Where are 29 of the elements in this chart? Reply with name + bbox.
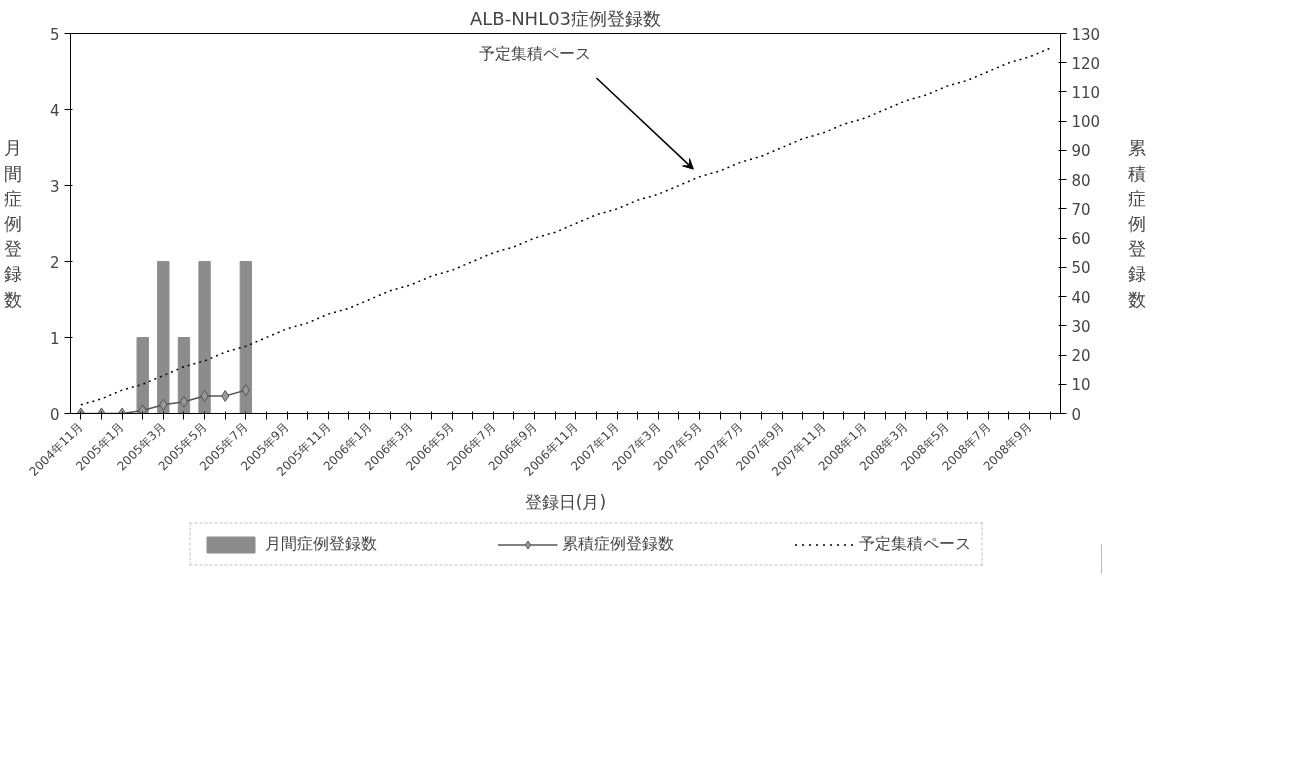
y2-tick-label: 60 [1071,230,1091,249]
y2-tick-label: 120 [1071,54,1101,73]
chart-title: ALB-NHL03症例登録数 [469,7,662,29]
y2-tick-label: 110 [1071,83,1101,102]
y2-tick-label: 90 [1071,142,1091,161]
y-tick-label: 5 [49,25,60,44]
legend-label: 予定集積ペース [859,533,971,555]
y2-tick-label: 30 [1071,317,1091,336]
legend-label: 月間症例登録数 [265,533,377,555]
y2-tick-label: 100 [1071,113,1101,132]
y2-tick-label: 130 [1071,25,1101,44]
line-series [80,47,1051,406]
y2-axis-title: 累積症例登録数 [1128,137,1147,310]
y-tick-label: 0 [49,405,60,424]
y-tick-label: 4 [49,101,60,120]
y2-tick-label: 20 [1071,347,1091,366]
y-axis-title: 月間症例登録数 [3,137,22,310]
y-tick-label: 1 [49,329,60,348]
y2-tick-label: 70 [1071,200,1091,219]
y2-tick-label: 10 [1071,376,1091,395]
y-tick-label: 2 [49,253,60,272]
y-tick-label: 3 [49,177,60,196]
annotation: 予定集積ペース [478,43,591,63]
y2-tick-label: 0 [1071,405,1082,424]
y2-tick-label: 40 [1071,288,1091,307]
y2-tick-label: 50 [1071,259,1091,278]
y2-tick-label: 80 [1071,171,1091,190]
legend-label: 累積症例登録数 [562,533,674,555]
x-axis-title: 登録日(月) [524,491,607,512]
